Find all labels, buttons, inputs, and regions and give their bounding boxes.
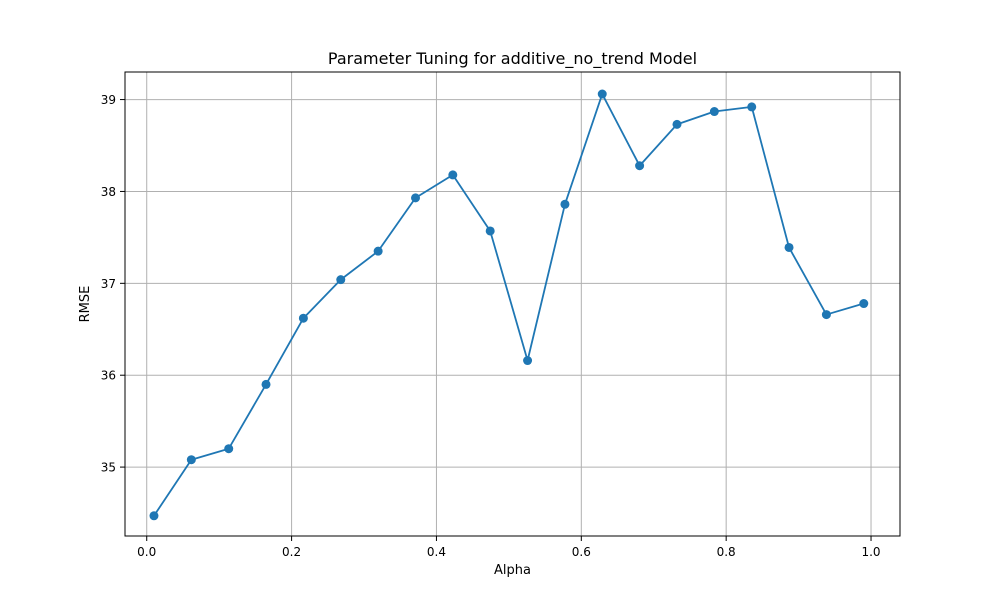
x-tick-label: 0.2 [282, 545, 301, 559]
data-point [336, 275, 346, 285]
data-point [784, 242, 794, 252]
x-tick-label: 0.8 [717, 545, 736, 559]
y-tick-label: 36 [101, 369, 116, 383]
data-point [859, 299, 869, 309]
data-point [560, 199, 570, 209]
data-point [597, 89, 607, 99]
y-tick-label: 35 [101, 461, 116, 475]
data-point [373, 246, 383, 256]
grid-lines [125, 72, 900, 536]
data-point [261, 379, 271, 389]
y-tick-label: 37 [101, 277, 116, 291]
x-axis-label: Alpha [494, 563, 531, 578]
x-tick-label: 1.0 [861, 545, 880, 559]
plot-frame [124, 71, 901, 537]
data-point [298, 313, 308, 323]
data-point [523, 356, 533, 366]
data-point [709, 107, 719, 117]
axis-ticks: 0.0 0.2 0.4 0.6 0.8 1.0 35 36 37 38 39 [101, 93, 881, 559]
series-line-group [153, 93, 865, 517]
data-points [149, 89, 869, 521]
data-point [149, 511, 159, 521]
chart-title: Parameter Tuning for additive_no_trend M… [328, 49, 697, 69]
data-point [448, 170, 458, 180]
data-point [411, 193, 421, 203]
x-tick-label: 0.6 [572, 545, 591, 559]
x-tick-label: 0.0 [137, 545, 156, 559]
data-point [224, 444, 234, 454]
data-point [821, 310, 831, 320]
y-tick-label: 39 [101, 93, 116, 107]
y-tick-label: 38 [101, 185, 116, 199]
data-point [635, 161, 645, 171]
data-point [186, 455, 196, 465]
data-point [485, 226, 495, 236]
data-point [672, 119, 682, 129]
y-axis-label: RMSE [78, 286, 93, 323]
series-line [153, 93, 865, 517]
x-tick-label: 0.4 [427, 545, 446, 559]
data-point [747, 102, 757, 112]
